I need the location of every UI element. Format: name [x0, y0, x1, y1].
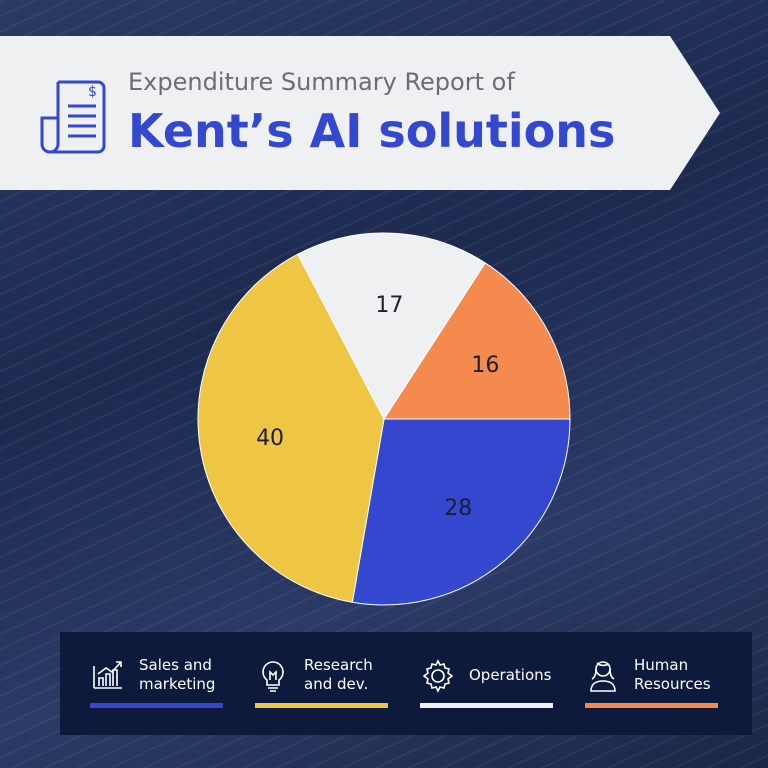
- slice-data-label: 28: [444, 496, 472, 521]
- slice-data-label: 16: [471, 353, 499, 378]
- legend-color-bar: [255, 703, 388, 708]
- legend-label: Research and dev.: [304, 656, 373, 693]
- bar-chart-growth-icon: [93, 661, 122, 689]
- person-icon: [590, 661, 616, 692]
- legend-item: Research and dev.: [255, 632, 388, 735]
- gear-icon: [422, 659, 454, 693]
- pie-slice: [297, 232, 486, 420]
- legend-color-bar: [90, 703, 223, 708]
- legend-color-bar: [585, 703, 718, 708]
- invoice-dollar-icon: $: [40, 80, 106, 154]
- legend-item: Human Resources: [585, 632, 718, 735]
- legend: Sales and marketing Research and dev. Op…: [60, 632, 752, 735]
- legend-label: Operations: [469, 666, 552, 684]
- report-title: Kent’s AI solutions: [128, 104, 616, 158]
- header-banner: [0, 36, 720, 190]
- pie-slice: [197, 253, 385, 603]
- pie-slice: [383, 262, 571, 420]
- legend-item: Operations: [420, 632, 553, 735]
- legend-item: Sales and marketing: [90, 632, 223, 735]
- legend-color-bar: [420, 703, 553, 708]
- report-subtitle: Expenditure Summary Report of: [128, 68, 515, 96]
- slice-data-label: 40: [256, 426, 284, 451]
- legend-label: Sales and marketing: [139, 656, 216, 693]
- legend-label: Human Resources: [634, 656, 711, 693]
- pie-slice: [351, 418, 571, 606]
- svg-text:$: $: [88, 84, 97, 100]
- lightbulb-icon: [262, 661, 284, 692]
- slice-data-label: 17: [375, 293, 403, 318]
